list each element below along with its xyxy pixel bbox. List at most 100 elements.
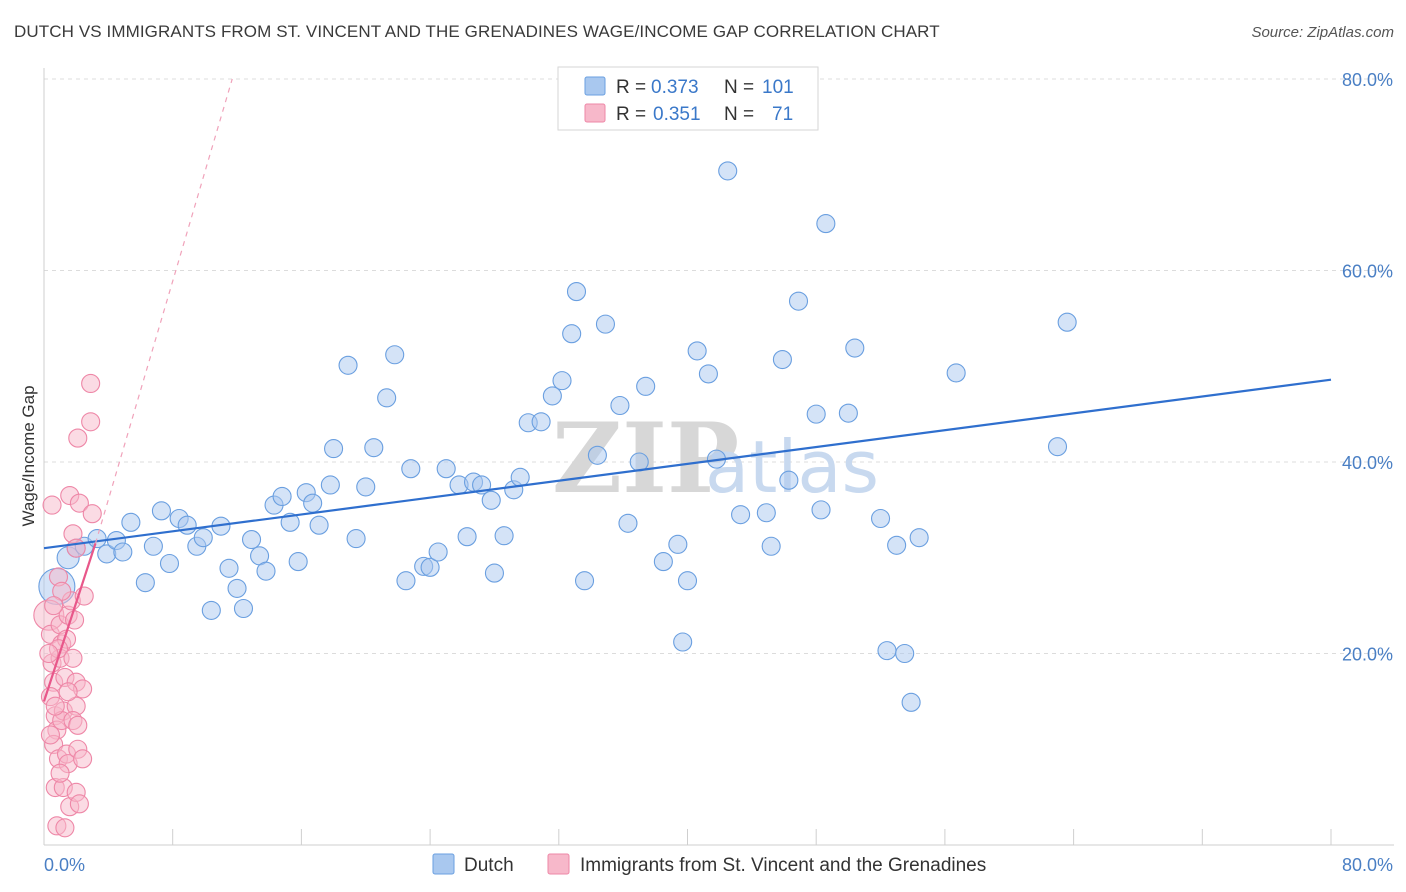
dutch-point	[816, 214, 836, 234]
immigrants-point	[39, 643, 59, 664]
legend-n-value-immigrants: 71	[772, 104, 793, 125]
dutch-point	[542, 386, 562, 406]
dutch-point	[731, 505, 751, 525]
dutch-point	[428, 542, 448, 562]
dutch-point	[566, 282, 587, 302]
dutch-point	[877, 641, 897, 661]
dutch-point	[552, 371, 572, 391]
dutch-point	[143, 536, 163, 556]
dutch-point	[401, 459, 421, 479]
bottom-legend-label-dutch: Dutch	[464, 855, 514, 876]
dutch-point	[901, 692, 921, 712]
dutch-point	[481, 490, 501, 510]
dutch-trend-line	[43, 378, 1332, 550]
dutch-point	[241, 530, 262, 550]
dutch-point	[531, 412, 551, 432]
dutch-point	[113, 542, 133, 562]
dutch-point	[653, 552, 673, 572]
dutch-point	[356, 477, 376, 497]
x-tick-label: 0.0%	[44, 855, 85, 875]
x-tick-label: 80.0%	[1342, 855, 1393, 875]
dutch-point	[1047, 437, 1068, 457]
immigrants-point	[58, 682, 78, 702]
legend-n-label-dutch: N =	[724, 77, 754, 98]
dutch-point	[909, 528, 929, 548]
immigrants-point	[82, 504, 102, 524]
dutch-point	[838, 403, 858, 423]
immigrants-point	[44, 596, 64, 616]
gridlines	[44, 78, 1394, 654]
dutch-point	[845, 338, 865, 358]
legend-n-value-dutch: 101	[762, 77, 794, 98]
dutch-point	[494, 526, 514, 546]
watermark-atlas: atlas	[705, 425, 879, 509]
bottom-legend-swatch-immigrants	[547, 853, 570, 875]
dutch-point	[574, 571, 595, 591]
dutch-point	[510, 467, 530, 487]
dutch-point	[587, 445, 607, 465]
immigrants-point	[63, 648, 83, 668]
immigrants-trend-line	[42, 543, 97, 702]
dutch-point	[779, 470, 799, 490]
dutch-point	[385, 345, 405, 365]
bottom-legend-label-immigrants: Immigrants from St. Vincent and the Gren…	[580, 855, 986, 876]
dutch-point	[668, 534, 688, 554]
dutch-point	[1057, 312, 1077, 332]
dutch-point	[636, 376, 656, 396]
dutch-point	[288, 552, 308, 572]
dutch-point	[121, 512, 141, 532]
bottom-legend-swatch-dutch	[432, 853, 455, 875]
dutch-point	[303, 493, 323, 513]
source-label: Source: ZipAtlas.com	[1251, 24, 1394, 41]
dutch-point	[177, 515, 197, 535]
dutch-point	[227, 578, 247, 598]
dutch-point	[320, 475, 340, 495]
dutch-point	[887, 535, 907, 555]
dutch-point	[159, 553, 180, 574]
dutch-point	[610, 395, 630, 416]
dutch-point	[629, 452, 649, 472]
dutch-point	[280, 512, 300, 532]
dutch-point	[272, 486, 292, 507]
immigrants-point	[81, 412, 101, 432]
dutch-point	[756, 503, 776, 523]
y-tick-label: 20.0%	[1342, 645, 1393, 665]
legend-r-value-immigrants: 0.351	[653, 104, 701, 125]
immigrants-point	[68, 428, 88, 448]
dutch-point	[687, 341, 707, 361]
chart-title: DUTCH VS IMMIGRANTS FROM ST. VINCENT AND…	[14, 22, 940, 41]
dutch-point	[698, 364, 718, 384]
dutch-point	[595, 314, 616, 334]
y-tick-label: 80.0%	[1342, 70, 1393, 90]
dutch-point	[457, 527, 477, 547]
y-tick-label: 40.0%	[1342, 453, 1393, 473]
dutch-point	[193, 528, 213, 548]
immigrants-point	[69, 493, 89, 513]
dutch-point	[151, 501, 171, 521]
dutch-point	[811, 500, 831, 520]
dutch-point	[201, 600, 221, 620]
dutch-point	[87, 529, 107, 549]
y-tick-label: 60.0%	[1342, 262, 1393, 282]
dutch-point	[324, 439, 344, 459]
dutch-point	[420, 557, 440, 577]
dutch-point	[256, 561, 276, 581]
x-tick-labels: 0.0% 80.0%	[44, 855, 1393, 875]
y-axis-title: Wage/Income Gap	[19, 385, 38, 526]
legend-swatch-immigrants	[584, 103, 606, 123]
legend-swatch-dutch	[584, 76, 606, 96]
legend-r-label-immigrants: R =	[616, 104, 646, 125]
dutch-point	[870, 508, 891, 529]
immigrants-point	[68, 715, 88, 735]
dutch-point	[895, 643, 915, 664]
dutch-point	[377, 388, 397, 408]
y-tick-labels: 20.0% 40.0% 60.0% 80.0%	[1342, 70, 1393, 665]
dutch-point	[806, 404, 826, 424]
dutch-point	[677, 571, 698, 591]
trend-lines	[42, 78, 1332, 702]
dutch-point	[562, 324, 582, 344]
dutch-point	[618, 513, 638, 533]
dutch-point	[436, 459, 456, 479]
stats-legend: R = 0.373 N = 101 R = 0.351 N = 71	[557, 66, 819, 131]
dutch-point	[946, 363, 966, 383]
